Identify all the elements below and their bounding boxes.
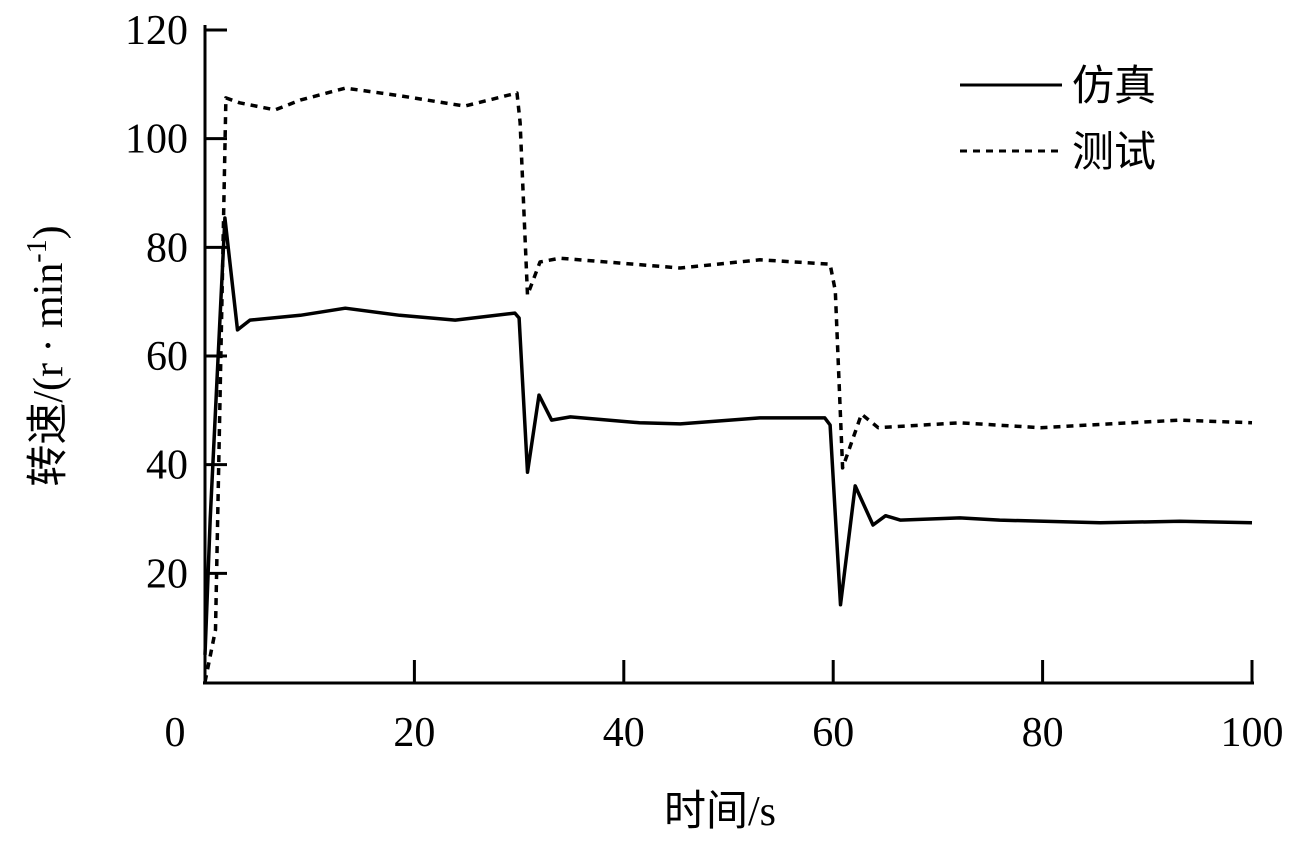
y-tick-label: 100 bbox=[125, 117, 188, 163]
y-tick-label: 80 bbox=[146, 225, 188, 271]
legend-label-simulation: 仿真 bbox=[1072, 64, 1156, 110]
x-axis-label: 时间/s bbox=[664, 789, 776, 835]
y-tick-label: 20 bbox=[146, 551, 188, 597]
x-tick-label: 100 bbox=[1221, 710, 1284, 756]
y-tick-label: 40 bbox=[146, 443, 188, 489]
x-tick-label: 60 bbox=[812, 710, 854, 756]
legend-label-test: 测试 bbox=[1072, 130, 1156, 176]
y-axis-label-superscript: -1 bbox=[22, 239, 53, 262]
series-line-simulation bbox=[203, 216, 1253, 655]
y-tick-label: 120 bbox=[125, 8, 188, 54]
x-tick-label: 80 bbox=[1022, 710, 1064, 756]
y-axis-label-main: 转速/(r · min bbox=[26, 263, 72, 487]
y-tick-label: 60 bbox=[146, 334, 188, 380]
y-axis-label-close: ) bbox=[26, 225, 72, 239]
x-tick-label: 40 bbox=[603, 710, 645, 756]
x-tick-label: 20 bbox=[393, 710, 435, 756]
axes bbox=[203, 25, 1254, 685]
x-tick-label: 0 bbox=[165, 710, 186, 756]
legend: 仿真 测试 bbox=[960, 64, 1156, 176]
y-axis-label: 转速/(r · min-1) bbox=[22, 225, 72, 486]
series-line-test bbox=[203, 86, 1253, 683]
